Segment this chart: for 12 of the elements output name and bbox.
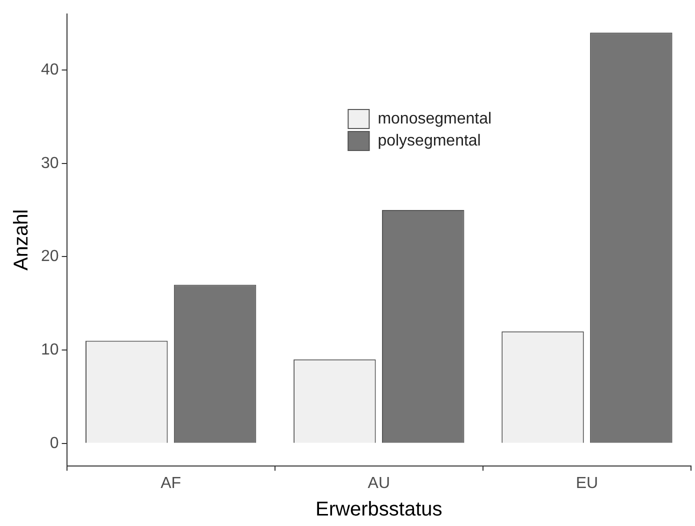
x-tick-label: AF xyxy=(160,474,182,492)
x-tick-label: AU xyxy=(368,474,390,492)
x-tick-label: EU xyxy=(576,474,598,492)
y-tick-label: 20 xyxy=(41,248,59,266)
legend-label: polysegmental xyxy=(378,132,481,150)
x-axis-title: Erwerbsstatus xyxy=(316,498,442,521)
y-axis-title: Anzahl xyxy=(10,209,33,270)
y-tick-label: 40 xyxy=(41,61,59,78)
y-tick-label: 10 xyxy=(41,341,59,358)
y-tick-label: 0 xyxy=(50,434,59,452)
legend-label: monosegmental xyxy=(378,110,492,128)
y-tick-label: 30 xyxy=(41,154,59,172)
